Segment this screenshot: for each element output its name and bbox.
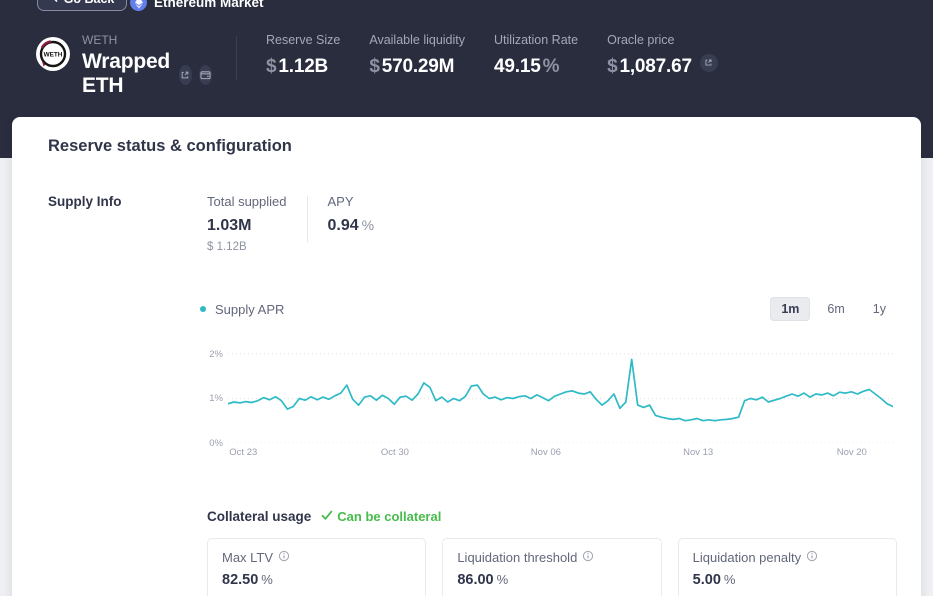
panel-title: Reserve status & configuration [48,137,292,155]
supply-info-label: Supply Info [48,194,122,209]
stat-oracle-price: Oracle price $1,087.67 [607,33,718,78]
reserve-config-panel: Reserve status & configuration Supply In… [12,117,921,596]
external-link-button[interactable] [178,65,192,85]
reserve-stats: Reserve Size $1.12B Available liquidity … [266,33,718,78]
collateral-usage-heading: Collateral usage [207,509,312,524]
x-tick-label: Oct 30 [380,447,409,458]
total-supplied: Total supplied 1.03M $ 1.12B [207,194,287,253]
info-icon[interactable] [582,550,594,565]
info-icon[interactable] [806,550,818,565]
y-tick-label: 1% [209,393,223,405]
market-selector[interactable]: Ethereum Market [130,0,264,11]
liquidation-threshold-box: Liquidation threshold 86.00% [442,538,662,596]
total-supplied-usd: $ 1.12B [207,241,247,253]
liquidation-penalty-box: Liquidation penalty 5.00% [677,538,897,596]
max-ltv-box: Max LTV 82.50% [207,538,427,596]
supply-apr-chart[interactable]: 0% 1% 2% Oct 23 Oct 30 Nov 06 Nov 13 Nov 20 [207,339,897,461]
chart-plot[interactable] [228,345,893,443]
check-icon [321,509,333,524]
supply-apr-dot-icon [200,306,206,312]
stat-available-liquidity: Available liquidity $570.29M [369,33,466,77]
collateral-status-badge: Can be collateral [321,509,441,524]
y-tick-label: 2% [209,348,223,360]
y-tick-label: 0% [209,438,223,449]
stat-reserve-size: Reserve Size $1.12B [266,33,341,77]
stat-utilization-rate: Utilization Rate 49.15% [494,33,579,77]
market-label: Ethereum Market [154,0,264,10]
ethereum-icon [130,0,147,11]
time-range-group: 1m 6m 1y [770,297,897,321]
supply-divider [306,196,308,242]
supply-apr-legend-label: Supply APR [215,301,285,317]
go-back-button[interactable]: Go Back [37,0,127,11]
time-range-1m[interactable]: 1m [770,297,811,321]
chevron-left-icon [50,0,58,6]
x-tick-label: Nov 13 [683,447,714,458]
time-range-6m[interactable]: 6m [816,297,855,321]
go-back-label: Go Back [64,0,115,6]
x-tick-label: Oct 23 [229,447,258,458]
add-to-wallet-button[interactable] [198,65,212,85]
token-name: Wrapped ETH [82,50,171,97]
weth-logo: WETH [36,33,70,76]
oracle-link-button[interactable] [699,53,718,72]
info-icon[interactable] [278,550,290,565]
svg-text:WETH: WETH [44,52,63,59]
header-divider [236,36,237,80]
x-tick-label: Nov 20 [836,447,867,458]
apy: APY 0.94% [327,194,375,234]
time-range-1y[interactable]: 1y [862,297,897,321]
x-tick-label: Nov 06 [530,447,561,458]
chart-legend: Supply APR [200,302,284,317]
token-symbol: WETH [82,33,118,47]
